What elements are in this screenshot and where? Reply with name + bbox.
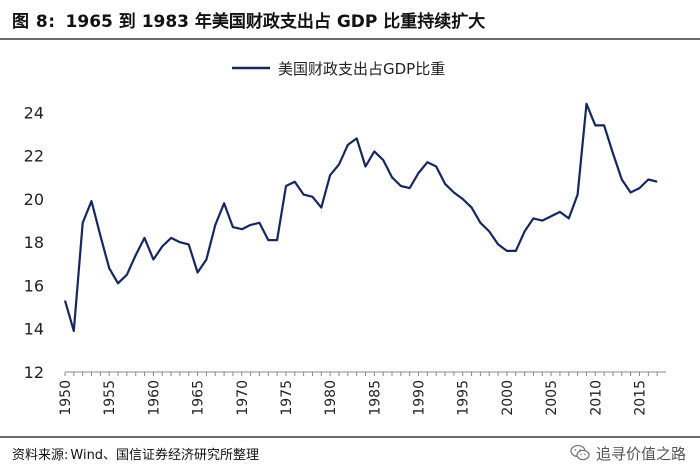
x-tick-label: 1975: [279, 380, 295, 416]
y-tick-label: 24: [24, 103, 44, 122]
x-tick-label: 1985: [367, 380, 383, 416]
source-text: Wind、国信证券经济研究所整理: [70, 447, 260, 463]
y-tick-label: 14: [24, 320, 44, 339]
y-tick-label: 18: [24, 233, 44, 252]
x-tick-label: 2010: [588, 380, 604, 416]
figure-footer: 资料来源: Wind、国信证券经济研究所整理 追寻价值之路: [0, 436, 700, 468]
x-tick-label: 1990: [412, 380, 428, 416]
wechat-icon: [570, 444, 590, 461]
x-tick-label: 2015: [632, 380, 648, 416]
figure-header: 图 8: 1965 到 1983 年美国财政支出占 GDP 比重持续扩大: [0, 0, 700, 40]
x-tick-label: 1955: [102, 380, 118, 416]
x-tick-label: 2005: [544, 380, 560, 416]
y-tick-label: 16: [24, 276, 44, 295]
y-tick-label: 12: [24, 363, 44, 382]
watermark: 追寻价值之路: [570, 443, 686, 464]
source-note: 资料来源: Wind、国信证券经济研究所整理: [12, 444, 259, 463]
figure-label: 图 8:: [12, 11, 56, 32]
x-tick-label: 1980: [323, 380, 339, 416]
x-tick-label: 1995: [456, 380, 472, 416]
x-tick-label: 1965: [191, 380, 207, 416]
source-label: 资料来源:: [12, 447, 69, 463]
figure-title: 1965 到 1983 年美国财政支出占 GDP 比重持续扩大: [65, 11, 486, 32]
x-tick-label: 1960: [146, 380, 162, 416]
watermark-text: 追寻价值之路: [595, 444, 686, 463]
x-tick-label: 2000: [500, 380, 516, 416]
series-line: [63, 102, 658, 332]
legend-label: 美国财政支出占GDP比重: [278, 60, 445, 78]
y-tick-label: 20: [24, 190, 44, 209]
x-tick-label: 1950: [58, 380, 74, 416]
x-tick-label: 1970: [235, 380, 251, 416]
line-chart: 12 14 16 18 20 22 24 1950 1955 1960 1965 1970 1975 19…: [24, 60, 666, 416]
y-tick-label: 22: [24, 147, 44, 166]
